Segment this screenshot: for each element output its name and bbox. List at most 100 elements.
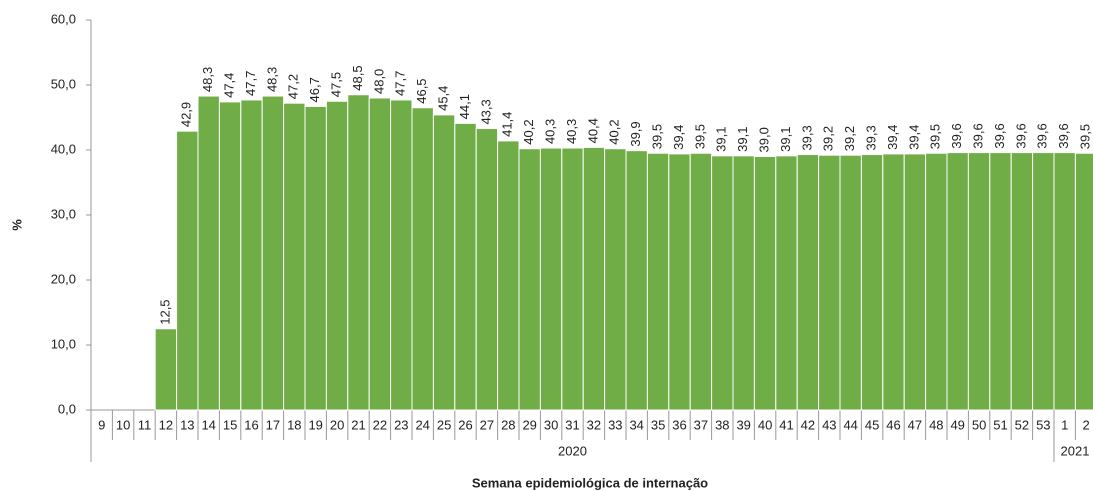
x-tick-label: 52 xyxy=(1015,417,1029,432)
bar xyxy=(325,100,349,411)
bar xyxy=(240,99,263,411)
value-label: 47,5 xyxy=(329,72,344,97)
value-label: 39,5 xyxy=(650,124,665,149)
bar xyxy=(753,156,777,411)
x-tick-label: 13 xyxy=(180,417,194,432)
x-tick-label: 42 xyxy=(801,417,815,432)
bar xyxy=(582,146,606,411)
y-tick-label: 30,0 xyxy=(51,206,76,221)
bar xyxy=(561,147,584,411)
value-label: 39,6 xyxy=(1035,123,1050,148)
x-tick-label: 12 xyxy=(159,417,173,432)
x-tick-label: 30 xyxy=(544,417,558,432)
x-tick-label: 32 xyxy=(587,417,601,432)
x-tick-label: 40 xyxy=(758,417,772,432)
x-tick-label: 19 xyxy=(308,417,322,432)
bar xyxy=(197,95,220,411)
bar xyxy=(497,140,520,411)
value-label: 39,1 xyxy=(714,127,729,152)
value-label: 39,6 xyxy=(1056,123,1071,148)
value-label: 39,4 xyxy=(906,125,921,150)
x-tick-label: 51 xyxy=(993,417,1007,432)
bar xyxy=(539,147,563,411)
x-tick-label: 16 xyxy=(244,417,258,432)
value-label: 39,3 xyxy=(799,125,814,150)
x-tick-label: 46 xyxy=(886,417,900,432)
value-label: 39,6 xyxy=(1013,123,1028,148)
bar xyxy=(218,101,242,411)
x-tick-label: 34 xyxy=(629,417,643,432)
x-tick-label: 38 xyxy=(715,417,729,432)
bar xyxy=(368,97,392,411)
bar xyxy=(1053,152,1076,411)
bar xyxy=(604,148,627,411)
x-tick-label: 37 xyxy=(694,417,708,432)
bar xyxy=(882,153,905,411)
x-tick-label: 17 xyxy=(266,417,280,432)
bar xyxy=(967,152,991,411)
value-label: 47,2 xyxy=(286,74,301,99)
bar xyxy=(989,152,1012,411)
y-tick-label: 50,0 xyxy=(51,76,76,91)
x-tick-label: 26 xyxy=(458,417,472,432)
bar xyxy=(860,154,884,411)
value-label: 46,7 xyxy=(307,77,322,102)
value-label: 47,4 xyxy=(222,73,237,98)
value-label: 42,9 xyxy=(179,102,194,127)
bar xyxy=(475,128,499,411)
y-tick-label: 0,0 xyxy=(58,401,76,416)
x-tick-label: 33 xyxy=(608,417,622,432)
bar xyxy=(304,105,327,411)
bar xyxy=(454,122,477,411)
y-tick-label: 20,0 xyxy=(51,271,76,286)
value-label: 48,0 xyxy=(371,69,386,94)
bar xyxy=(839,154,862,411)
x-tick-label: 2 xyxy=(1082,417,1089,432)
x-axis-label: Semana epidemiológica de internação xyxy=(472,475,708,490)
x-tick-label: 36 xyxy=(672,417,686,432)
y-tick-label: 10,0 xyxy=(51,336,76,351)
x-tick-label: 29 xyxy=(522,417,536,432)
x-tick-label: 44 xyxy=(843,417,857,432)
x-tick-label: 41 xyxy=(779,417,793,432)
bar xyxy=(411,107,434,411)
value-label: 39,1 xyxy=(778,127,793,152)
x-group-label: 2021 xyxy=(1061,443,1090,458)
value-label: 12,5 xyxy=(157,299,172,324)
bar xyxy=(1010,152,1034,411)
bar xyxy=(903,153,927,411)
value-label: 47,7 xyxy=(243,71,258,96)
bar xyxy=(689,152,713,411)
bar xyxy=(154,328,178,411)
bar xyxy=(261,95,285,411)
bar xyxy=(1074,152,1093,411)
bar xyxy=(390,99,413,411)
bar xyxy=(176,130,199,411)
bar xyxy=(925,152,948,411)
x-tick-label: 22 xyxy=(373,417,387,432)
bar xyxy=(818,154,841,411)
x-tick-label: 9 xyxy=(98,417,105,432)
value-label: 40,2 xyxy=(607,119,622,144)
value-label: 46,5 xyxy=(414,78,429,103)
value-label: 43,3 xyxy=(478,99,493,124)
value-label: 39,2 xyxy=(842,126,857,151)
x-tick-label: 48 xyxy=(929,417,943,432)
value-label: 40,3 xyxy=(543,119,558,144)
x-tick-label: 39 xyxy=(736,417,750,432)
x-tick-label: 27 xyxy=(480,417,494,432)
bar xyxy=(796,154,820,411)
x-tick-label: 47 xyxy=(908,417,922,432)
x-tick-label: 50 xyxy=(972,417,986,432)
y-axis-label: % xyxy=(9,219,24,231)
x-tick-label: 20 xyxy=(330,417,344,432)
x-tick-label: 28 xyxy=(501,417,515,432)
value-label: 39,6 xyxy=(949,123,964,148)
bar xyxy=(732,155,755,411)
x-tick-label: 45 xyxy=(865,417,879,432)
bar xyxy=(283,102,306,411)
x-tick-label: 24 xyxy=(415,417,429,432)
bar xyxy=(625,150,648,411)
value-label: 40,2 xyxy=(521,119,536,144)
